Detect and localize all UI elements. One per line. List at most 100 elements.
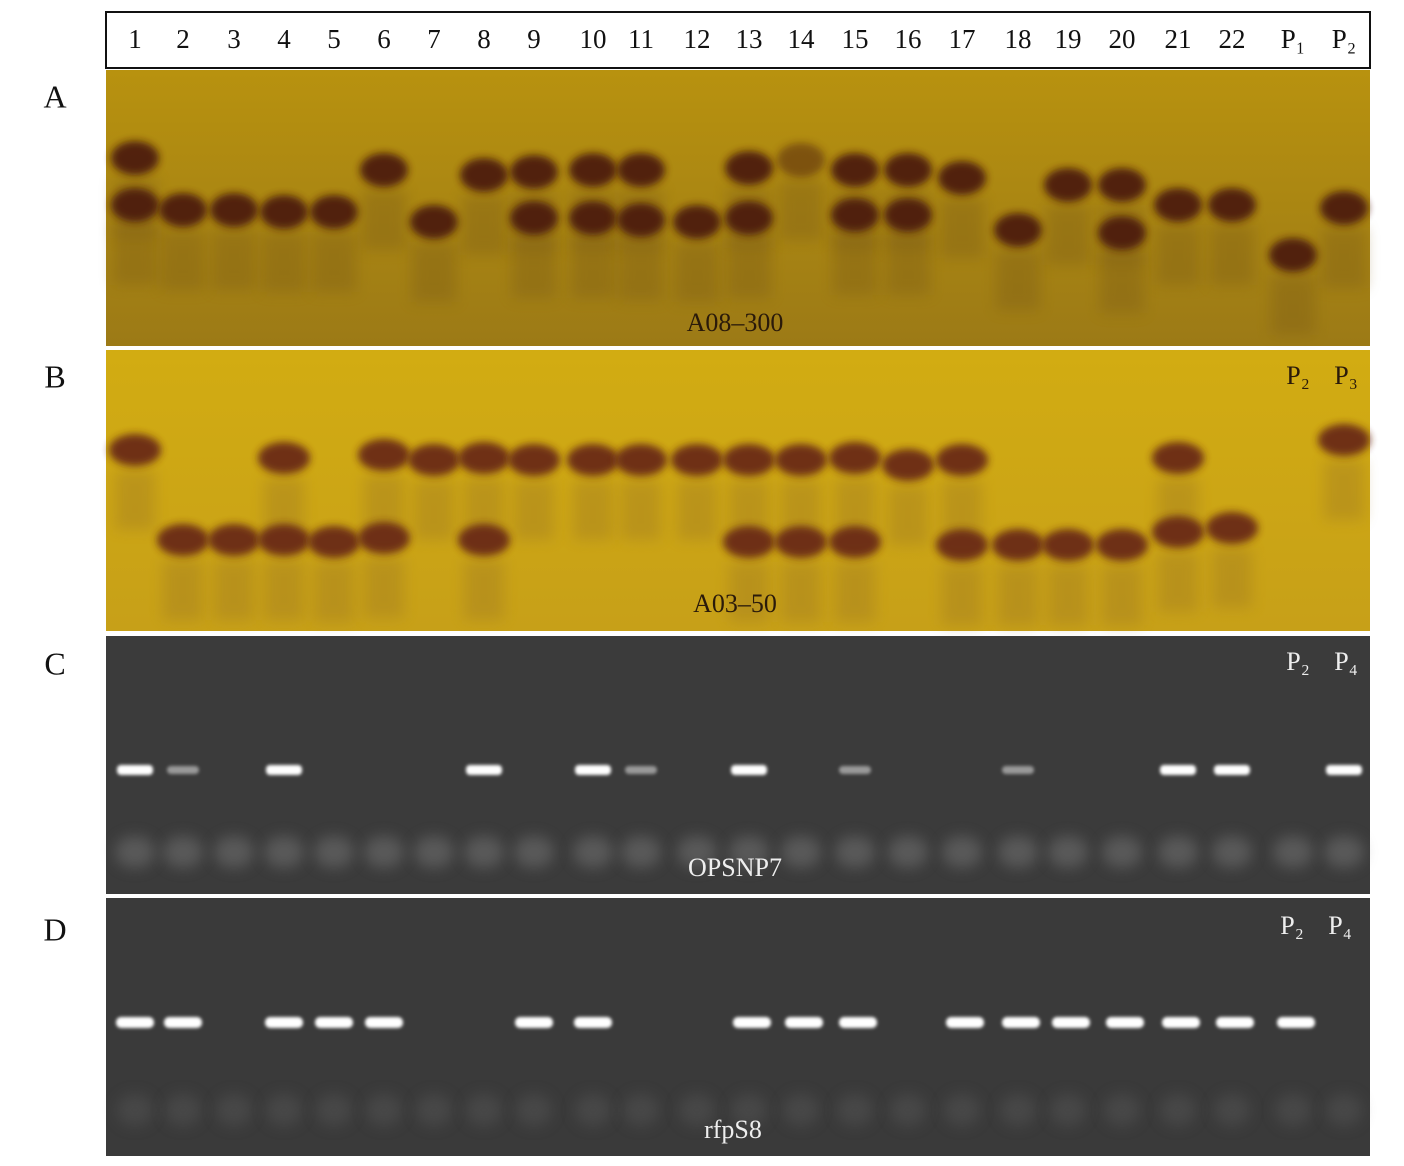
primer-haze xyxy=(466,1094,502,1126)
gel-band xyxy=(365,1017,403,1028)
gel-band xyxy=(109,434,161,466)
parent-label: P₂ xyxy=(1286,647,1310,676)
primer-haze xyxy=(314,836,354,868)
lane-smear xyxy=(998,565,1038,625)
lane-smear xyxy=(312,232,356,292)
primer-haze xyxy=(266,1094,302,1126)
lane-smear xyxy=(1102,565,1142,625)
gel-band xyxy=(725,151,773,185)
gel-band xyxy=(938,161,986,195)
gel-band xyxy=(1002,1017,1040,1028)
lane-label: 18 xyxy=(1005,24,1032,54)
gel-band xyxy=(567,444,619,476)
primer-haze xyxy=(165,1094,201,1126)
primer-haze xyxy=(115,836,155,868)
gel-band xyxy=(723,526,775,558)
lane-smear xyxy=(1210,225,1254,285)
lane-smear xyxy=(314,562,354,622)
lane-smear xyxy=(414,480,454,540)
primer-haze xyxy=(1048,836,1088,868)
gel-band xyxy=(671,444,723,476)
primer-haze xyxy=(623,1094,659,1126)
gel-band xyxy=(117,765,153,775)
gel-band xyxy=(308,526,360,558)
gel-band xyxy=(1216,1017,1254,1028)
lane-label: P₁ xyxy=(1281,24,1305,54)
lane-smear xyxy=(1271,275,1315,335)
primer-haze xyxy=(117,1094,153,1126)
primer-haze xyxy=(163,836,203,868)
lane-label: 3 xyxy=(227,24,241,54)
gel-band xyxy=(358,522,410,554)
gel-band xyxy=(1096,529,1148,561)
primer-haze xyxy=(942,836,982,868)
gel-band xyxy=(574,1017,612,1028)
gel-band xyxy=(1318,424,1370,456)
marker-name: A03–50 xyxy=(693,589,777,618)
lane-label: 4 xyxy=(277,24,291,54)
primer-haze xyxy=(837,1094,873,1126)
lane-label: 8 xyxy=(477,24,491,54)
primer-haze xyxy=(1214,1094,1250,1126)
lane-smear xyxy=(886,235,930,295)
gel-band xyxy=(1206,512,1258,544)
gel-band xyxy=(1154,188,1202,222)
lane-smear xyxy=(262,232,306,292)
lane-smear xyxy=(113,225,157,285)
gel-band-faint xyxy=(839,766,871,774)
marker-name: A08–300 xyxy=(687,308,784,337)
gel-band xyxy=(1208,188,1256,222)
lane-smear xyxy=(264,560,304,620)
gel-band xyxy=(777,143,825,177)
primer-haze xyxy=(366,1094,402,1126)
primer-haze xyxy=(575,1094,611,1126)
parent-label: P₂ xyxy=(1280,911,1304,940)
panel-letter: D xyxy=(43,911,66,947)
lane-label: 5 xyxy=(327,24,341,54)
gel-band xyxy=(515,1017,553,1028)
gel-band xyxy=(1098,216,1146,250)
lane-label: 11 xyxy=(628,24,654,54)
lane-smear xyxy=(514,480,554,540)
gel-band xyxy=(992,529,1044,561)
gel-band xyxy=(408,444,460,476)
lane-smear xyxy=(161,230,205,290)
gel-band xyxy=(410,205,458,239)
primer-haze xyxy=(677,836,717,868)
gel-band xyxy=(569,153,617,187)
parent-label: P₄ xyxy=(1328,911,1352,940)
lane-smear xyxy=(462,195,506,255)
lane-smear xyxy=(1158,552,1198,612)
gel-band xyxy=(775,444,827,476)
gel-band xyxy=(157,524,209,556)
gel-band xyxy=(1277,1017,1315,1028)
primer-haze xyxy=(1275,1094,1311,1126)
gel-band xyxy=(839,1017,877,1028)
primer-haze xyxy=(516,1094,552,1126)
gel-band xyxy=(360,153,408,187)
gel-band xyxy=(315,1017,353,1028)
lane-smear xyxy=(835,562,875,622)
gel-band xyxy=(266,765,302,775)
lane-smear xyxy=(1048,565,1088,625)
gel-band xyxy=(994,213,1042,247)
gel-band xyxy=(466,765,502,775)
gel-band xyxy=(258,442,310,474)
panel-letter: B xyxy=(44,358,65,394)
gel-band xyxy=(884,153,932,187)
gel-band xyxy=(1326,765,1362,775)
lane-smear xyxy=(214,560,254,620)
gel-band xyxy=(733,1017,771,1028)
gel-band xyxy=(725,201,773,235)
gel-band xyxy=(831,153,879,187)
gel-band xyxy=(111,188,159,222)
gel-band-faint xyxy=(1002,766,1034,774)
primer-haze xyxy=(416,1094,452,1126)
lane-label: 22 xyxy=(1219,24,1246,54)
lane-smear xyxy=(619,240,663,300)
gel-band xyxy=(510,201,558,235)
gel-band xyxy=(1152,442,1204,474)
primer-haze xyxy=(729,836,769,868)
panel-letter: A xyxy=(43,78,66,114)
